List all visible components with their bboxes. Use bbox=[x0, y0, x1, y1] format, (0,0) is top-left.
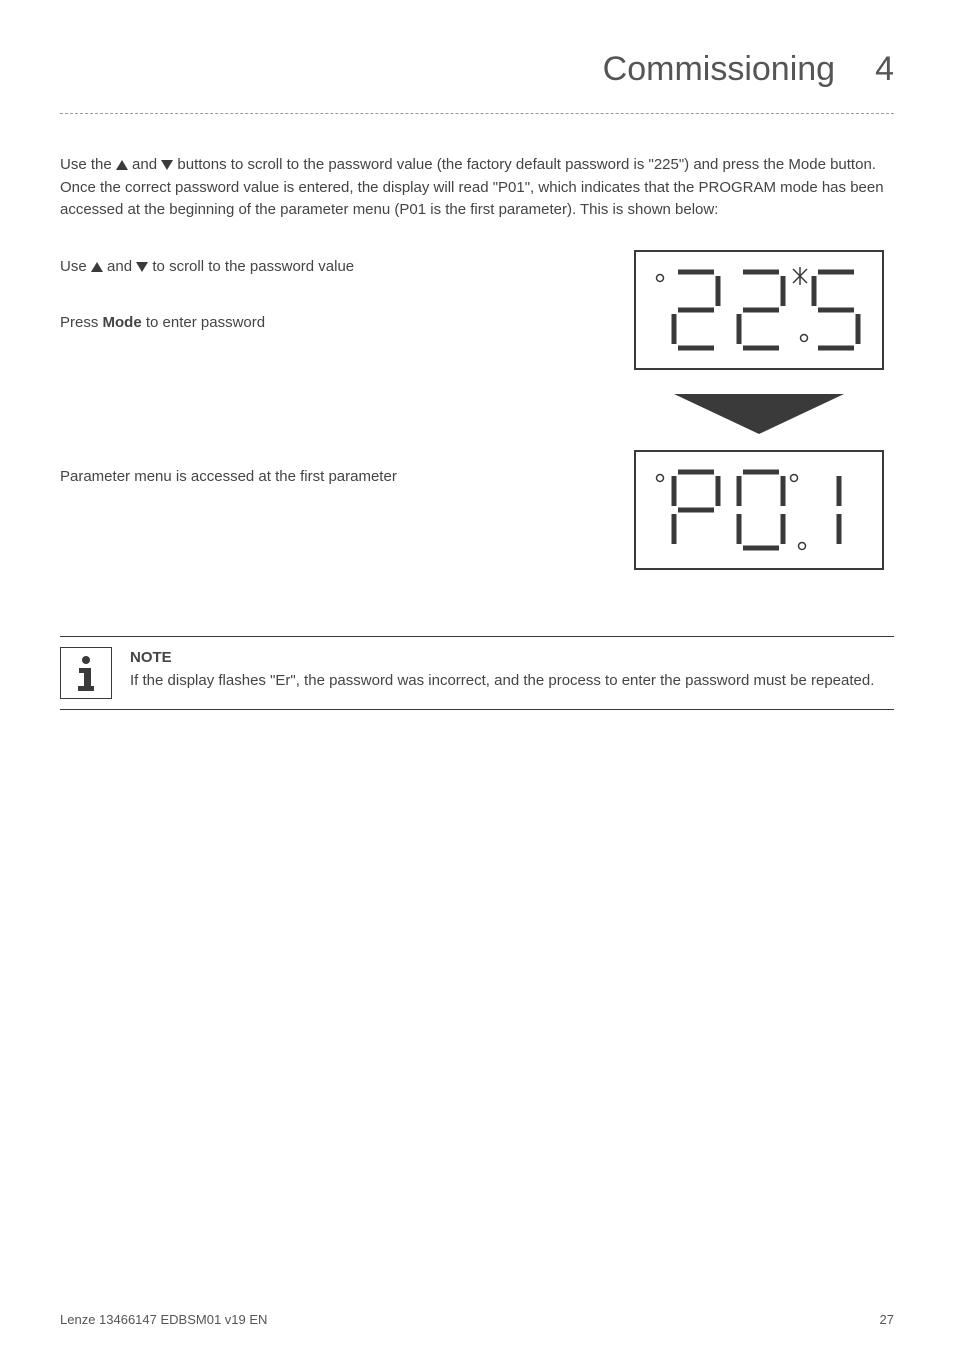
intro-text-2: and bbox=[128, 156, 161, 173]
arrow-down-icon bbox=[674, 394, 844, 434]
seven-seg-225 bbox=[644, 260, 874, 360]
note-text: NOTE If the display flashes "Er", the pa… bbox=[130, 647, 874, 693]
page-footer: Lenze 13466147 EDBSM01 v19 EN 27 bbox=[60, 1312, 894, 1327]
page-header: Commissioning 4 bbox=[60, 50, 894, 89]
note-body: If the display flashes "Er", the passwor… bbox=[130, 672, 874, 689]
info-icon bbox=[60, 647, 112, 699]
footer-left: Lenze 13466147 EDBSM01 v19 EN bbox=[60, 1312, 267, 1327]
intro-text-1: Use the bbox=[60, 156, 116, 173]
chapter-title: Commissioning bbox=[603, 50, 835, 89]
seven-seg-p01 bbox=[644, 460, 874, 560]
display-p01 bbox=[634, 450, 884, 570]
note-block: NOTE If the display flashes "Er", the pa… bbox=[60, 636, 894, 710]
intro-paragraph: Use the and buttons to scroll to the pas… bbox=[60, 154, 894, 222]
step1-pre: Use bbox=[60, 258, 91, 275]
triangle-up-icon bbox=[116, 160, 128, 170]
instruction-block-1: Use and to scroll to the password value … bbox=[60, 250, 894, 450]
step-2: Press Mode to enter password bbox=[60, 312, 594, 335]
footer-page-number: 27 bbox=[880, 1312, 894, 1327]
note-label: NOTE bbox=[130, 647, 874, 669]
step2-post: to enter password bbox=[142, 314, 265, 331]
triangle-down-icon bbox=[136, 262, 148, 272]
step-3: Parameter menu is accessed at the first … bbox=[60, 466, 594, 489]
divider-dashed bbox=[60, 113, 894, 114]
triangle-down-icon bbox=[161, 160, 173, 170]
step2-pre: Press bbox=[60, 314, 103, 331]
step1-post: to scroll to the password value bbox=[148, 258, 354, 275]
step2-mode-label: Mode bbox=[103, 314, 142, 331]
intro-text-3: buttons to scroll to the password value … bbox=[60, 156, 884, 218]
step1-mid: and bbox=[103, 258, 136, 275]
instruction-block-2: Parameter menu is accessed at the first … bbox=[60, 450, 894, 586]
step-1: Use and to scroll to the password value bbox=[60, 256, 594, 279]
display-225 bbox=[634, 250, 884, 370]
chapter-number: 4 bbox=[875, 50, 894, 89]
triangle-up-icon bbox=[91, 262, 103, 272]
